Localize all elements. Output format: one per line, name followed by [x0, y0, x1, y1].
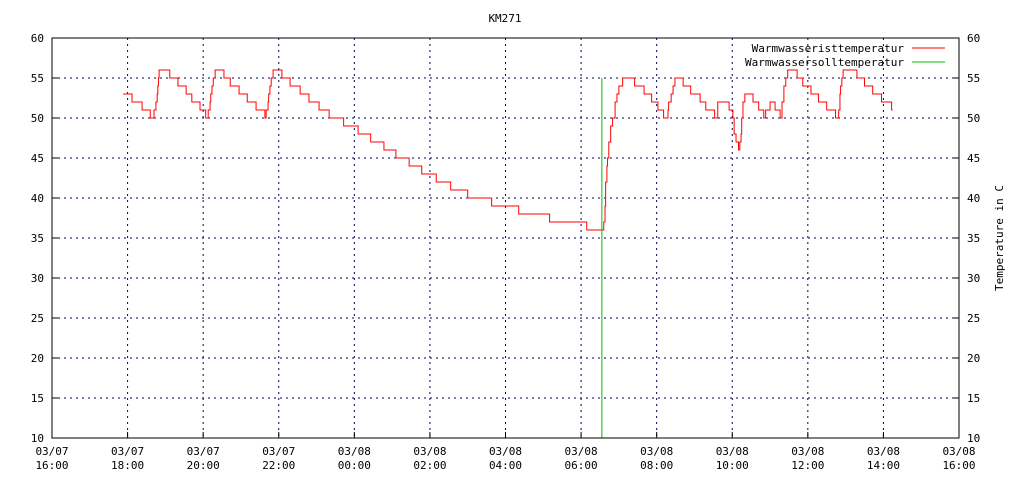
tick-labels: 10 10 15 15 20 20 25 25 30 30 35 35 40 40 45 45 50 50 55 55… — [31, 32, 981, 472]
y-tick-label-left: 50 — [31, 112, 44, 125]
x-tick-label: 03/08 04:00 — [489, 445, 522, 472]
y-axis-label-right: Temperature in C — [993, 185, 1006, 291]
x-tick-label: 03/08 12:00 — [791, 445, 824, 472]
x-tick-label: 03/08 14:00 — [867, 445, 900, 472]
y-tick-label-right: 45 — [967, 152, 980, 165]
series-lines — [123, 69, 893, 438]
y-tick-label-left: 40 — [31, 192, 44, 205]
x-tick-label: 03/08 08:00 — [640, 445, 673, 472]
y-tick-label-right: 50 — [967, 112, 980, 125]
grid — [51, 37, 960, 439]
y-tick-label-right: 40 — [967, 192, 980, 205]
y-tick-label-left: 35 — [31, 232, 44, 245]
x-tick-label: 03/08 02:00 — [413, 445, 446, 472]
x-tick-label: 03/07 22:00 — [262, 445, 295, 472]
y-tick-label-right: 30 — [967, 272, 980, 285]
x-tick-label: 03/07 16:00 — [35, 445, 68, 472]
x-tick-label: 03/08 16:00 — [942, 445, 975, 472]
x-tick-label: 03/07 18:00 — [111, 445, 144, 472]
y-tick-label-left: 20 — [31, 352, 44, 365]
x-tick-label: 03/08 06:00 — [565, 445, 598, 472]
x-tick-label: 03/07 20:00 — [187, 445, 220, 472]
y-tick-label-right: 25 — [967, 312, 980, 325]
y-tick-label-right: 35 — [967, 232, 980, 245]
y-tick-label-left: 10 — [31, 432, 44, 445]
y-tick-label-right: 55 — [967, 72, 980, 85]
y-tick-label-right: 10 — [967, 432, 980, 445]
y-tick-label-left: 55 — [31, 72, 44, 85]
series-line-0 — [123, 69, 893, 231]
legend-label-0: Warmwasseristtemperatur — [752, 42, 905, 55]
y-tick-label-left: 45 — [31, 152, 44, 165]
y-tick-label-left: 60 — [31, 32, 44, 45]
y-tick-label-right: 60 — [967, 32, 980, 45]
y-tick-label-left: 15 — [31, 392, 44, 405]
x-tick-label: 03/08 00:00 — [338, 445, 371, 472]
legend: WarmwasseristtemperaturWarmwassersolltem… — [745, 42, 945, 69]
y-tick-label-right: 15 — [967, 392, 980, 405]
legend-label-1: Warmwassersolltemperatur — [745, 56, 904, 69]
x-tick-label: 03/08 10:00 — [716, 445, 749, 472]
chart-title: KM271 — [488, 12, 521, 25]
y-tick-label-right: 20 — [967, 352, 980, 365]
y-tick-label-left: 30 — [31, 272, 44, 285]
plot-border — [51, 37, 960, 439]
y-tick-label-left: 25 — [31, 312, 44, 325]
